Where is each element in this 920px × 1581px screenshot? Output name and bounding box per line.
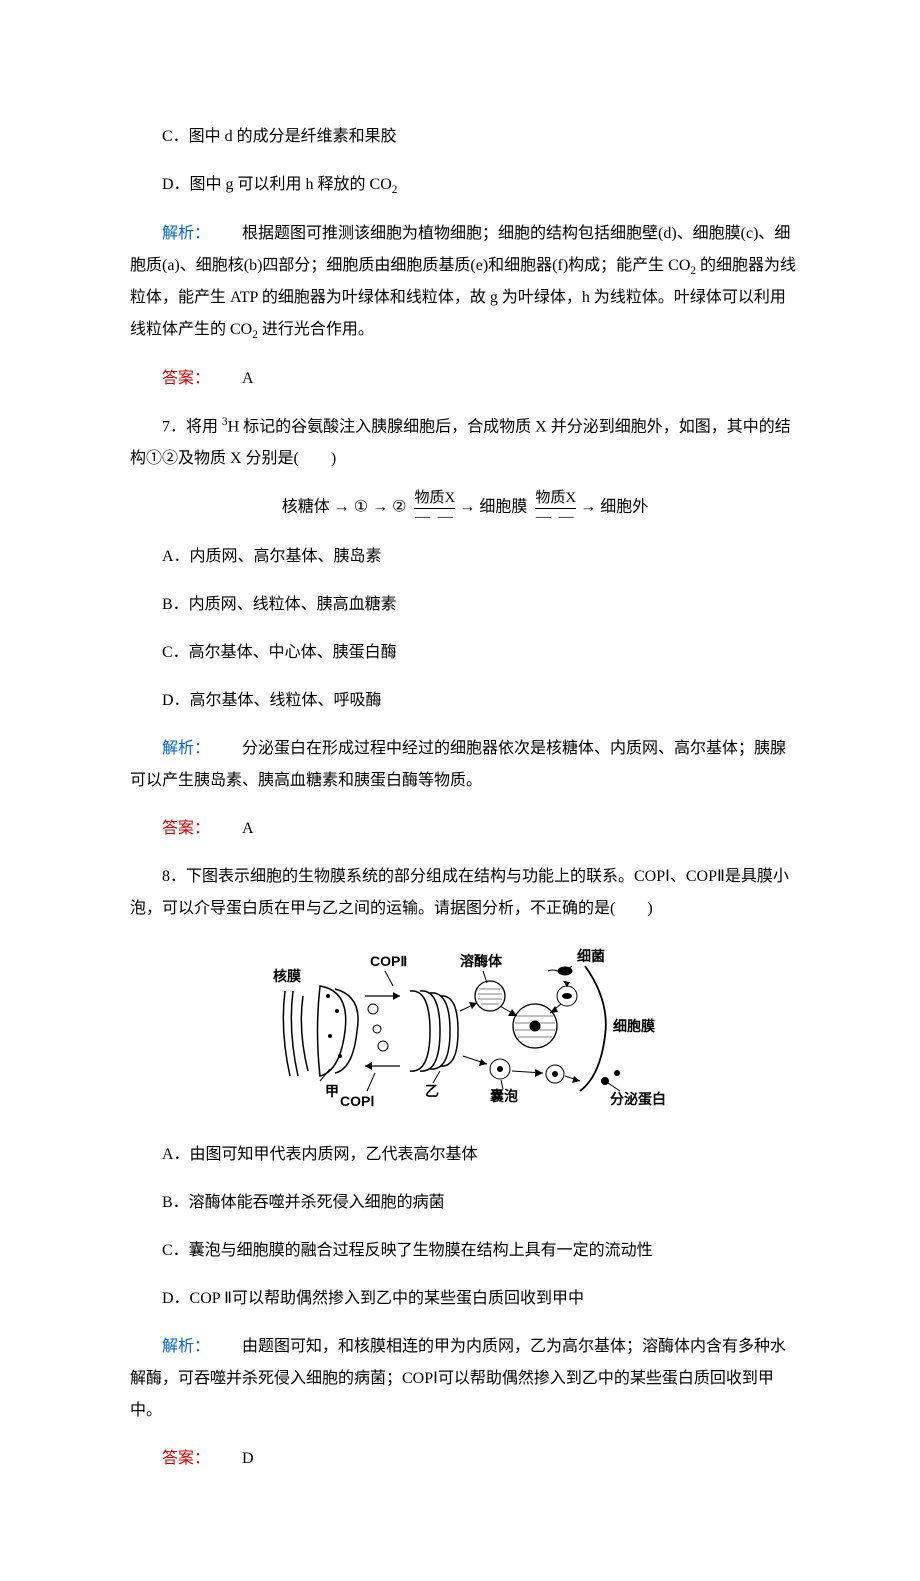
q6-analysis-p3: 进行光合作用。	[258, 321, 374, 338]
label-nuclear-membrane: 核膜	[273, 968, 301, 984]
q7-stem: 7．将用 3H 标记的谷氨酸注入胰腺细胞后，合成物质 X 并分泌到细胞外，如图，…	[130, 411, 800, 475]
analysis-label: 解析：	[162, 740, 210, 757]
analysis-label: 解析：	[162, 1338, 210, 1355]
q8-option-a: A．由图可知甲代表内质网，乙代表高尔基体	[130, 1139, 800, 1171]
answer-label: 答案：	[162, 370, 210, 387]
q6-answer: 答案： A	[130, 363, 800, 395]
arrow-icon: →	[334, 499, 350, 516]
q6-optd-sub: 2	[392, 184, 398, 196]
q6-option-c: C．图中 d 的成分是纤维素和果胶	[130, 121, 800, 153]
label-vesicle: 囊泡	[489, 1088, 518, 1104]
q7-answer: 答案： A	[130, 813, 800, 845]
q8-stem: 8．下图表示细胞的生物膜系统的部分组成在结构与功能上的联系。COPⅠ、COPⅡ是…	[130, 861, 800, 925]
label-cop2: COPⅡ	[370, 953, 407, 969]
label-cop1: COPⅠ	[340, 1093, 374, 1109]
q7-stem-post: H 标记的谷氨酸注入胰腺细胞后，合成物质 X 并分泌到细胞外，如图，其中的结构①…	[130, 418, 791, 467]
q7-analysis-text: 分泌蛋白在形成过程中经过的细胞器依次是核糖体、内质网、高尔基体；胰腺可以产生胰岛…	[130, 740, 786, 789]
flow-node-membrane: 细胞膜	[479, 499, 527, 516]
q8-answer: 答案： D	[130, 1443, 800, 1475]
q6-analysis: 解析：根据题图可推测该细胞为植物细胞；细胞的结构包括细胞壁(d)、细胞膜(c)、…	[130, 218, 800, 347]
label-secretion: 分泌蛋白	[610, 1091, 665, 1107]
label-jia: 甲	[325, 1083, 339, 1099]
q6-answer-val: A	[242, 370, 254, 387]
labeled-arrow: 物质X — —	[535, 491, 576, 525]
q7-flow-diagram: 核糖体 → ① → ② 物质X — — → 细胞膜 物质X — — → 细胞外	[130, 491, 800, 525]
answer-label: 答案：	[162, 820, 210, 837]
flow-node-outside: 细胞外	[600, 499, 648, 516]
q6-optd-text: D．图中 g 可以利用 h 释放的 CO	[162, 176, 392, 193]
labeled-arrow: 物质X — —	[414, 491, 455, 525]
label-lysosome: 溶酶体	[460, 953, 503, 969]
q7-option-c: C．高尔基体、中心体、胰蛋白酶	[130, 637, 800, 669]
q7-analysis: 解析：分泌蛋白在形成过程中经过的细胞器依次是核糖体、内质网、高尔基体；胰腺可以产…	[130, 733, 800, 797]
q8-answer-val: D	[242, 1450, 254, 1467]
q7-stem-pre: 7．将用	[162, 418, 222, 435]
q8-analysis: 解析：由题图可知，和核膜相连的甲为内质网，乙为高尔基体；溶酶体内含有多种水解酶，…	[130, 1331, 800, 1427]
arrow-label: 物质X	[535, 491, 576, 508]
arrow-icon: →	[459, 499, 475, 516]
q8-option-d: D．COP Ⅱ可以帮助偶然掺入到乙中的某些蛋白质回收到甲中	[130, 1283, 800, 1315]
label-yi: 乙	[425, 1083, 439, 1099]
q7-option-b: B．内质网、线粒体、胰高血糖素	[130, 589, 800, 621]
q8-option-b: B．溶酶体能吞噬并杀死侵入细胞的病菌	[130, 1187, 800, 1219]
page-content: C．图中 d 的成分是纤维素和果胶 D．图中 g 可以利用 h 释放的 CO2 …	[0, 0, 920, 1581]
q7-option-a: A．内质网、高尔基体、胰岛素	[130, 541, 800, 573]
biomembrane-diagram: 核膜 甲 COPⅡ COPⅠ 乙 溶酶体 囊泡 细菌 细胞膜 分泌蛋白	[265, 941, 665, 1111]
arrow-icon: →	[580, 499, 596, 516]
flow-node-2: ②	[392, 499, 406, 516]
arrow-dash: — —	[414, 508, 455, 525]
arrow-label: 物质X	[414, 491, 455, 508]
label-membrane: 细胞膜	[613, 1018, 655, 1034]
arrow-dash: — —	[535, 508, 576, 525]
q8-analysis-text: 由题图可知，和核膜相连的甲为内质网，乙为高尔基体；溶酶体内含有多种水解酶，可吞噬…	[130, 1338, 786, 1419]
label-bacteria: 细菌	[577, 948, 605, 964]
flow-node-1: ①	[354, 499, 368, 516]
answer-label: 答案：	[162, 1450, 210, 1467]
arrow-icon: →	[372, 499, 388, 516]
q8-option-c: C．囊泡与细胞膜的融合过程反映了生物膜在结构上具有一定的流动性	[130, 1235, 800, 1267]
q8-diagram: 核膜 甲 COPⅡ COPⅠ 乙 溶酶体 囊泡 细菌 细胞膜 分泌蛋白	[130, 941, 800, 1123]
analysis-label: 解析：	[162, 225, 210, 242]
flow-node-ribosome: 核糖体	[282, 499, 330, 516]
q6-option-d: D．图中 g 可以利用 h 释放的 CO2	[130, 169, 800, 202]
q7-option-d: D．高尔基体、线粒体、呼吸酶	[130, 685, 800, 717]
q7-answer-val: A	[242, 820, 254, 837]
